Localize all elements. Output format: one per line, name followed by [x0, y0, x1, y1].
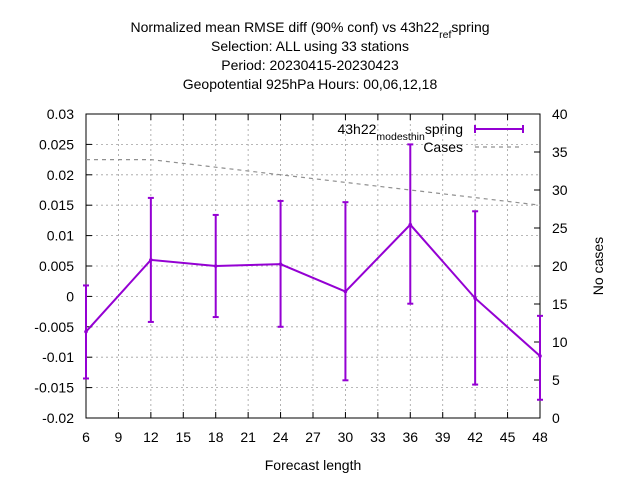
x-tick-label: 42: [467, 429, 483, 445]
data-point: [473, 296, 477, 301]
data-point: [149, 258, 153, 262]
y-tick-label: 0.015: [39, 197, 74, 213]
y-tick-label: -0.02: [42, 410, 74, 426]
y-tick-labels: -0.02 -0.015 -0.01 -0.005 0 0.005 0.01 0.015 0.0…: [34, 106, 74, 426]
title-line-4: Geopotential 925hPa Hours: 00,06,12,18: [183, 76, 438, 92]
y-tick-label: 0.03: [47, 106, 74, 122]
y2-tick-label: 5: [552, 372, 560, 388]
y2-tick-label: 0: [552, 410, 560, 426]
data-point: [84, 329, 88, 334]
cases-line: [86, 159, 541, 206]
y-tick-label: 0.01: [47, 228, 74, 244]
data-point: [408, 222, 413, 227]
rmse-diff-series: [83, 143, 543, 401]
y2-tick-label: 10: [552, 334, 568, 350]
y2-tick-label: 25: [552, 220, 568, 236]
data-point: [343, 289, 348, 294]
x-tick-label: 6: [82, 429, 90, 445]
data-point: [278, 262, 283, 266]
y2-tick-labels: 0 5 10 15 20 25 30 35 40: [552, 106, 568, 426]
x-tick-label: 9: [115, 429, 123, 445]
x-tick-label: 24: [273, 429, 289, 445]
y-tick-label: -0.01: [42, 349, 74, 365]
x-axis-label: Forecast length: [265, 457, 362, 473]
tick-marks: [85, 113, 541, 419]
series-line: [85, 223, 541, 357]
y2-tick-label: 30: [552, 182, 568, 198]
grid: [85, 113, 541, 419]
x-tick-label: 36: [402, 429, 418, 445]
y2-tick-label: 15: [552, 296, 568, 312]
x-tick-label: 12: [143, 429, 159, 445]
title-line-1: Normalized mean RMSE diff (90% conf) vs …: [130, 19, 489, 41]
y2-tick-label: 35: [552, 144, 568, 160]
data-point: [213, 264, 218, 268]
y-tick-label: 0: [66, 288, 74, 304]
y-tick-label: 0.005: [39, 258, 74, 274]
y-tick-label: -0.005: [34, 319, 74, 335]
x-tick-label: 39: [435, 429, 451, 445]
x-tick-label: 21: [240, 429, 256, 445]
x-tick-label: 30: [338, 429, 354, 445]
x-tick-label: 45: [500, 429, 516, 445]
x-tick-label: 15: [175, 429, 191, 445]
x-tick-label: 18: [208, 429, 224, 445]
y-tick-label: 0.025: [39, 136, 74, 152]
cases-series: [86, 159, 541, 206]
legend-label-series: 43h22modesthinspring: [337, 121, 463, 143]
x-tick-label: 33: [370, 429, 386, 445]
legend-label-cases: Cases: [423, 139, 463, 155]
y-tick-label: -0.015: [34, 380, 74, 396]
x-tick-label: 27: [305, 429, 321, 445]
title-line-2: Selection: ALL using 33 stations: [211, 38, 409, 54]
chart-title: Normalized mean RMSE diff (90% conf) vs …: [130, 19, 489, 92]
x-tick-labels: 6 9 12 15 18 21 24 27 30 33 36 39 42 45 48: [82, 429, 548, 445]
data-point: [538, 354, 542, 358]
y-tick-label: 0.02: [47, 167, 74, 183]
title-line-3: Period: 20230415-20230423: [221, 57, 399, 73]
y2-tick-label: 40: [552, 106, 568, 122]
y2-axis-label: No cases: [590, 237, 606, 295]
y2-tick-label: 20: [552, 258, 568, 274]
x-tick-label: 48: [532, 429, 548, 445]
